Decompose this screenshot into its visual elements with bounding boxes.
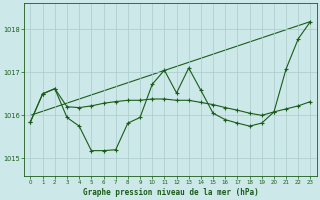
X-axis label: Graphe pression niveau de la mer (hPa): Graphe pression niveau de la mer (hPa) xyxy=(83,188,258,197)
